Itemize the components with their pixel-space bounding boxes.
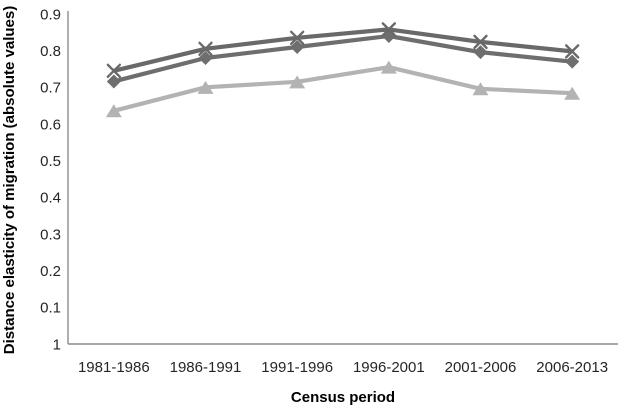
y-tick-label: 0.2 — [40, 263, 61, 280]
triangle-marker — [197, 80, 214, 94]
x-marker — [106, 63, 122, 79]
y-tick-label: 0.3 — [40, 226, 61, 243]
y-axis-title: Distance elasticity of migration (absolu… — [1, 6, 18, 354]
lower-light-series-triangle-marker-line — [113, 65, 573, 113]
x-marker — [198, 41, 213, 57]
y-tick-label: 0.4 — [40, 190, 61, 207]
x-marker — [289, 30, 305, 46]
x-tick-label: 2006-2013 — [536, 359, 608, 376]
x-marker — [564, 44, 580, 59]
x-tick-label: 1986-1991 — [170, 359, 242, 376]
plot-area: 0.9 0.8 0.7 0.6 0.5 0.4 0.3 0.2 0.1 1 1981-1986 198… — [40, 6, 618, 376]
y-tick-label: 0.1 — [40, 300, 61, 317]
triangle-marker — [472, 82, 489, 96]
triangle-marker — [380, 60, 397, 74]
triangle-marker — [564, 86, 581, 100]
triangle-marker — [289, 75, 306, 89]
x-marker — [473, 34, 488, 50]
diamond-marker — [106, 74, 121, 89]
x-axis-title: Census period — [291, 389, 395, 406]
diamond-marker — [290, 40, 305, 54]
upper-dark-series-x-marker-line — [113, 27, 573, 73]
triangle-marker — [105, 104, 122, 118]
y-tick-label: 0.9 — [40, 6, 61, 23]
middle-dark-series-diamond-marker-line — [113, 33, 573, 84]
diamond-marker — [198, 51, 213, 65]
diamond-marker — [473, 45, 488, 60]
y-tick-label: 0.7 — [40, 80, 61, 97]
y-tick-label: 0.6 — [40, 116, 61, 133]
y-tick-label: 0.8 — [40, 43, 61, 60]
x-tick-label: 1981-1986 — [78, 359, 150, 376]
x-tick-label: 1991-1996 — [261, 359, 333, 376]
diamond-marker — [565, 54, 580, 69]
x-tick-label: 1996-2001 — [353, 359, 425, 376]
y-tick-label: 0.5 — [40, 153, 61, 170]
y-tick-label: 1 — [53, 336, 61, 353]
x-tick-label: 2001-2006 — [445, 359, 517, 376]
x-marker — [381, 22, 397, 37]
